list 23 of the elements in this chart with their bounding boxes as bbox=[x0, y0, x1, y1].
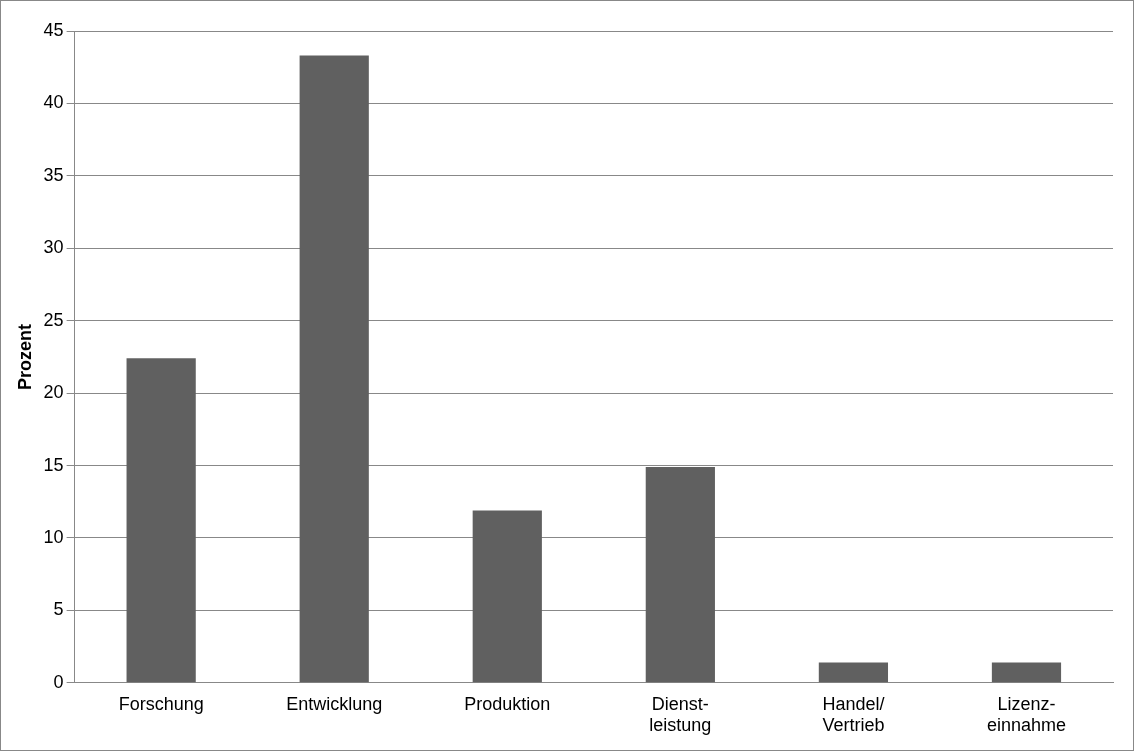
y-tick-label: 45 bbox=[43, 19, 64, 40]
x-tick-label: Produktion bbox=[464, 693, 551, 714]
y-tick-label: 25 bbox=[43, 309, 64, 330]
bar bbox=[645, 466, 715, 683]
x-tick-label: Handel/ Vertrieb bbox=[822, 693, 885, 736]
bar bbox=[299, 55, 369, 683]
x-tick-label: Entwicklung bbox=[286, 693, 383, 714]
bar bbox=[991, 662, 1062, 683]
y-tick-label: 0 bbox=[53, 671, 64, 692]
y-tick-label: 15 bbox=[43, 454, 64, 475]
bar bbox=[472, 510, 542, 683]
x-tick-label: Lizenz- einnahme bbox=[986, 693, 1066, 736]
bar bbox=[818, 662, 889, 683]
y-axis-title: Prozent bbox=[14, 323, 35, 390]
y-tick-label: 10 bbox=[43, 526, 64, 547]
y-tick-label: 20 bbox=[43, 382, 64, 403]
y-tick-label: 30 bbox=[43, 237, 64, 258]
y-tick-label: 40 bbox=[43, 92, 64, 113]
x-tick-label: Dienst- leistung bbox=[649, 693, 712, 736]
x-tick-label: Forschung bbox=[118, 693, 204, 714]
bar bbox=[126, 358, 196, 683]
y-tick-label: 35 bbox=[43, 164, 64, 185]
y-tick-label: 5 bbox=[53, 599, 64, 620]
